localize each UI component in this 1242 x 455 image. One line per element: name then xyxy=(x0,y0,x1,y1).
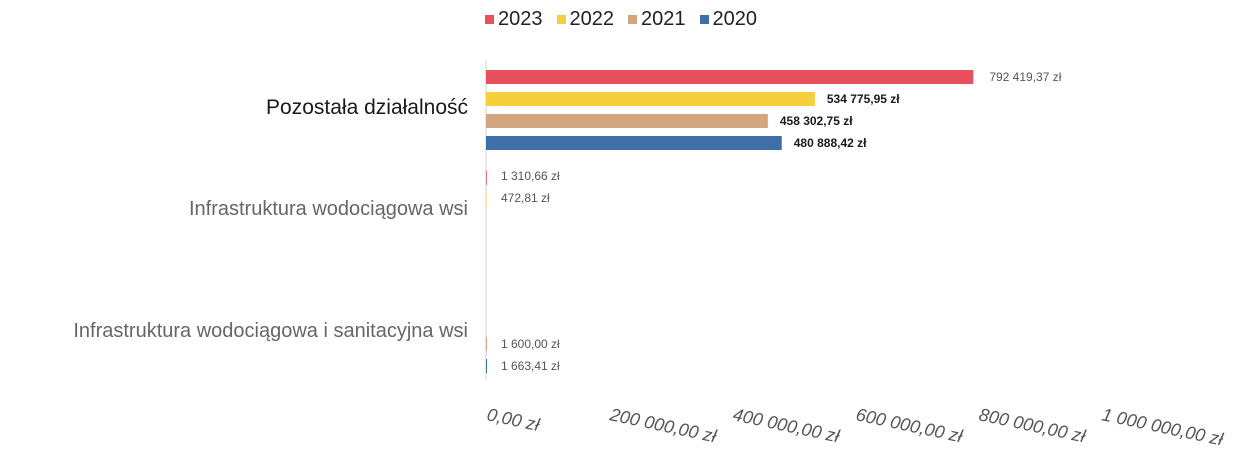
legend-swatch xyxy=(699,15,709,24)
chart-legend: 2023 2022 2021 2020 xyxy=(485,8,757,31)
bar xyxy=(486,92,815,106)
x-tick-label: 1 000 000,00 zł xyxy=(1100,404,1226,449)
legend-item: 2021 xyxy=(628,8,686,31)
x-tick-label: 600 000,00 zł xyxy=(854,404,965,446)
data-label: 1 663,41 zł xyxy=(501,359,560,373)
legend-label: 2022 xyxy=(569,8,615,30)
category-label: Pozostała działalność xyxy=(266,96,468,119)
x-tick-label: 0,00 zł xyxy=(485,404,542,435)
bar xyxy=(486,171,487,185)
x-tick-label: 200 000,00 zł xyxy=(607,404,719,446)
legend-swatch xyxy=(556,15,566,24)
legend-label: 2023 xyxy=(498,8,543,30)
x-tick-label: 400 000,00 zł xyxy=(731,404,842,446)
legend-label: 2020 xyxy=(712,8,758,30)
bar xyxy=(486,70,974,84)
x-tick-label: 800 000,00 zł xyxy=(977,404,1088,446)
legend-item: 2023 xyxy=(485,8,543,31)
bar xyxy=(486,359,488,373)
category-label: Infrastruktura wodociągowa wsi xyxy=(189,198,468,220)
data-label: 1 600,00 zł xyxy=(501,337,560,351)
bar xyxy=(486,136,782,150)
legend-swatch xyxy=(628,15,637,24)
data-label: 458 302,75 zł xyxy=(780,114,853,128)
bar xyxy=(486,193,487,207)
legend-label: 2021 xyxy=(641,8,686,30)
legend-item: 2020 xyxy=(699,8,758,31)
data-label: 472,81 zł xyxy=(501,191,550,205)
data-label: 1 310,66 zł xyxy=(501,169,560,183)
legend-swatch xyxy=(485,15,494,24)
data-label: 792 419,37 zł xyxy=(989,70,1061,84)
data-label: 534 775,95 zł xyxy=(827,92,900,106)
category-label: Infrastruktura wodociągowa i sanitacyjna… xyxy=(73,320,468,342)
legend-item: 2022 xyxy=(556,8,615,31)
bar xyxy=(486,114,768,128)
data-label: 480 888,42 zł xyxy=(794,136,867,150)
bar xyxy=(486,337,487,351)
